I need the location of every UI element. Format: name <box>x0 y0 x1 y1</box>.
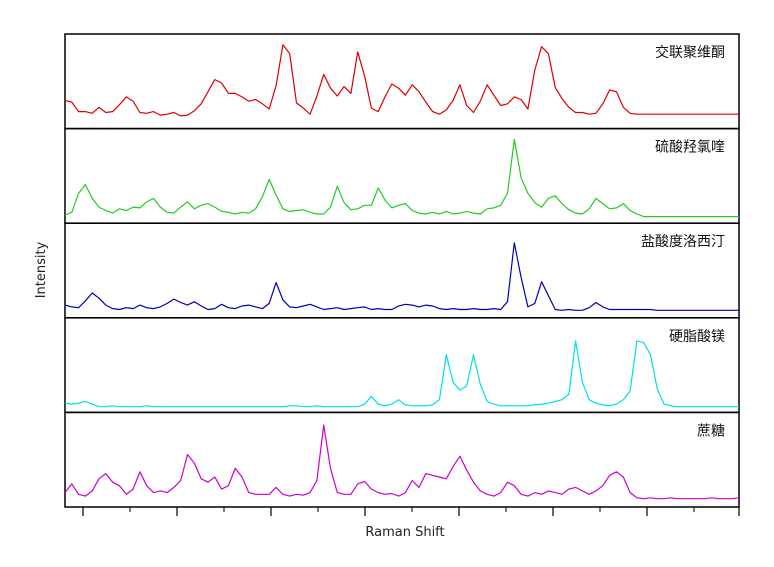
series-label: 交联聚维酮 <box>655 44 725 61</box>
series-line <box>64 242 739 311</box>
y-axis-label: Intensity <box>34 241 49 298</box>
panel-frame <box>64 411 740 508</box>
panel-1: 交联聚维酮 <box>64 33 740 130</box>
series-label: 盐酸度洛西汀 <box>641 234 725 250</box>
panel-frame <box>64 317 740 414</box>
series-line <box>64 44 739 117</box>
series-line <box>64 424 740 500</box>
x-axis <box>82 507 740 516</box>
series-line <box>64 138 739 218</box>
panel-5: 蔗糖 <box>64 411 740 508</box>
x-axis-label: Raman Shift <box>365 525 444 540</box>
panel-frame <box>64 127 740 224</box>
series-label: 蔗糖 <box>697 423 725 439</box>
panel-4: 硬脂酸镁 <box>64 317 740 414</box>
series-line <box>64 340 739 408</box>
series-label: 硬脂酸镁 <box>669 329 725 345</box>
series-label: 硫酸羟氯喹 <box>655 140 725 156</box>
panel-3: 盐酸度洛西汀 <box>64 222 740 319</box>
panel-2: 硫酸羟氯喹 <box>64 127 740 224</box>
